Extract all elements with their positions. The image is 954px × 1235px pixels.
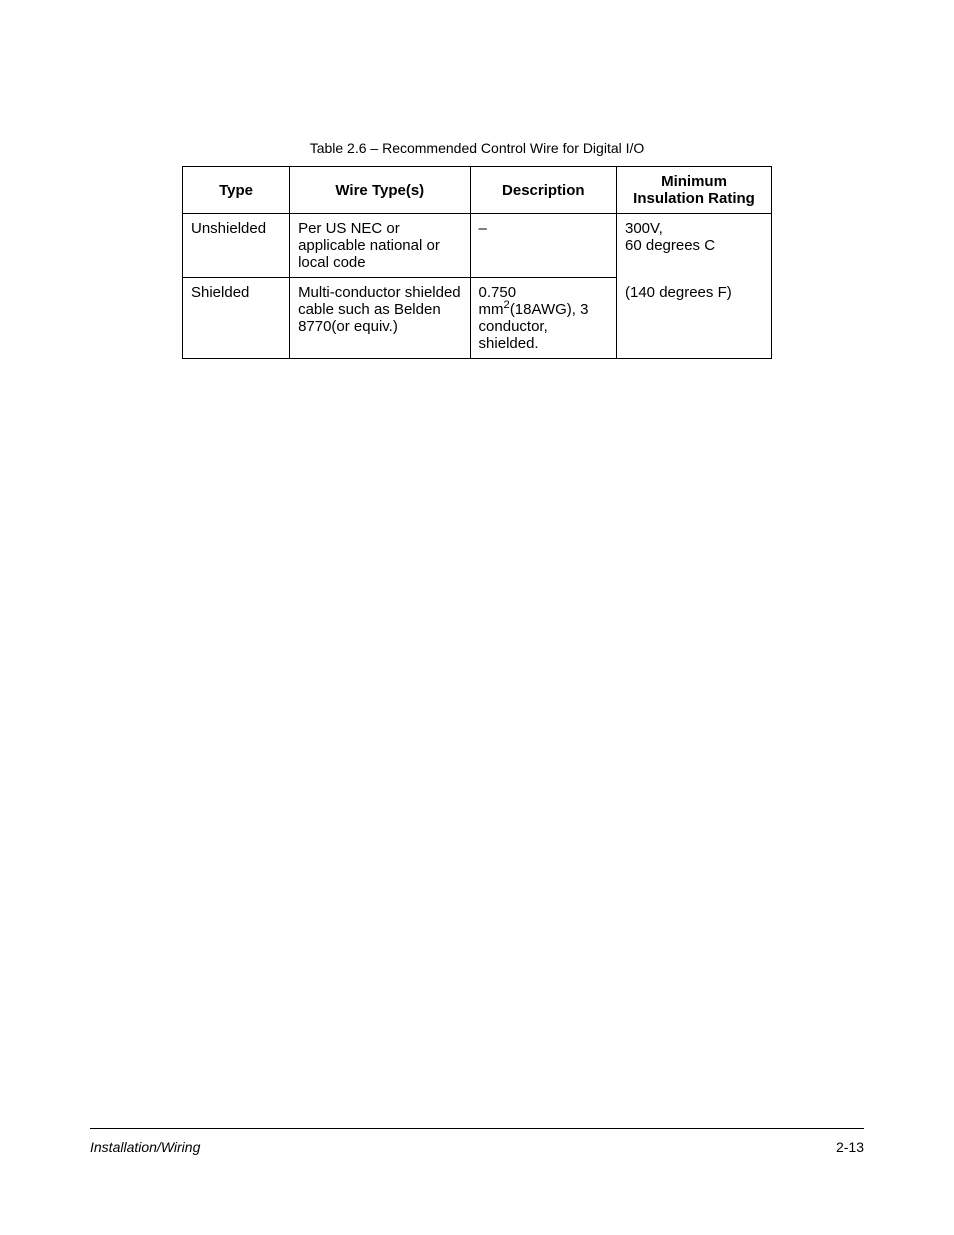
cell-type: Shielded bbox=[183, 278, 290, 359]
footer-section-title: Installation/Wiring bbox=[90, 1139, 200, 1155]
table-header-row: Type Wire Type(s) Description Minimum In… bbox=[183, 167, 772, 214]
min-insul-line1: 300V, bbox=[625, 220, 663, 237]
cell-description: – bbox=[470, 214, 616, 278]
col-header-description: Description bbox=[470, 167, 616, 214]
page-footer: Installation/Wiring 2-13 bbox=[90, 1128, 864, 1155]
col-header-min-insulation: Minimum Insulation Rating bbox=[617, 167, 772, 214]
cell-min-insulation: 300V, 60 degrees C bbox=[617, 214, 772, 278]
col-header-type: Type bbox=[183, 167, 290, 214]
cell-description: 0.750 mm2(18AWG), 3 conductor, shielded. bbox=[470, 278, 616, 359]
table-caption: Table 2.6 – Recommended Control Wire for… bbox=[90, 140, 864, 156]
cell-wire-types: Multi-conductor shielded cable such as B… bbox=[290, 278, 470, 359]
cell-type: Unshielded bbox=[183, 214, 290, 278]
min-insul-line3: (140 degrees F) bbox=[625, 284, 732, 301]
col-header-wire-types: Wire Type(s) bbox=[290, 167, 470, 214]
desc-line1: 0.750 bbox=[479, 284, 517, 301]
min-insul-line2: 60 degrees C bbox=[625, 237, 715, 254]
cell-min-insulation: (140 degrees F) bbox=[617, 278, 772, 359]
table-row: Shielded Multi-conductor shielded cable … bbox=[183, 278, 772, 359]
desc-mm2-pre: mm bbox=[479, 301, 504, 318]
table-row: Unshielded Per US NEC or applicable nati… bbox=[183, 214, 772, 278]
cell-wire-types: Per US NEC or applicable national or loc… bbox=[290, 214, 470, 278]
control-wire-table: Type Wire Type(s) Description Minimum In… bbox=[182, 166, 772, 359]
page: Table 2.6 – Recommended Control Wire for… bbox=[0, 0, 954, 1235]
footer-page-number: 2-13 bbox=[836, 1139, 864, 1155]
